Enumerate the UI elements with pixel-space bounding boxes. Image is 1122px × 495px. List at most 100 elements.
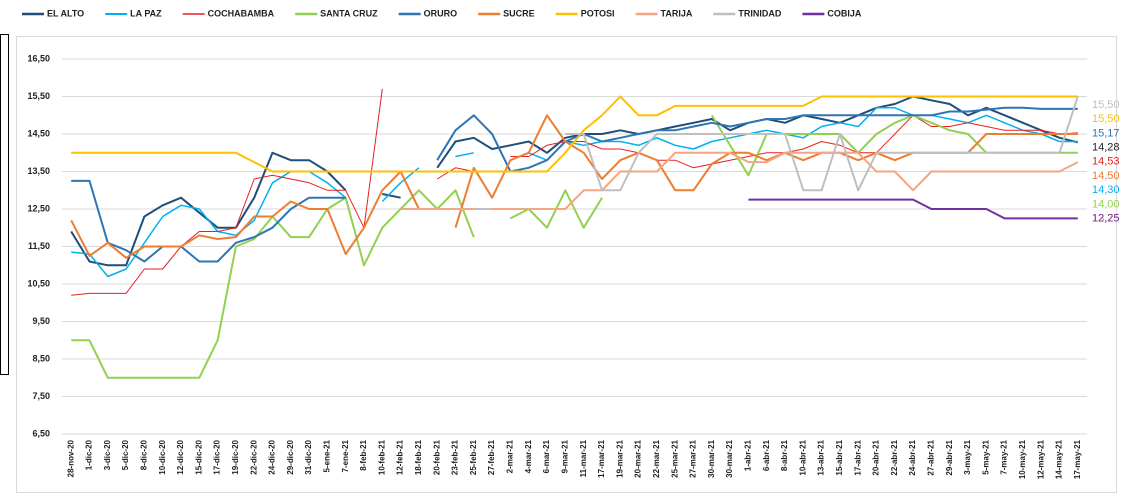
legend-label: COCHABAMBA xyxy=(208,8,275,18)
x-tick-label: 5-dic-20 xyxy=(121,439,130,470)
x-tick-label: 8-feb-21 xyxy=(359,439,368,470)
x-tick-label: 25-mar-21 xyxy=(670,439,679,477)
series-line xyxy=(71,106,1078,263)
y-tick-label: 10,50 xyxy=(27,278,50,288)
frame-edge xyxy=(0,34,9,375)
y-tick-label: 16,50 xyxy=(27,53,50,63)
y-tick-label: 7,50 xyxy=(32,391,50,401)
y-tick-label: 11,50 xyxy=(28,241,50,251)
x-tick-label: 31-dic-20 xyxy=(304,439,313,474)
legend-label: COBIJA xyxy=(827,8,862,18)
x-tick-label: 2-mar-21 xyxy=(506,439,515,473)
x-tick-label: 24-abr-21 xyxy=(908,439,917,475)
x-tick-label: 12-feb-21 xyxy=(396,439,405,475)
end-label: 12,25 xyxy=(1092,212,1120,224)
y-tick-label: 13,50 xyxy=(27,166,50,176)
end-label: 14,30 xyxy=(1092,184,1120,196)
x-tick-label: 4-mar-21 xyxy=(524,439,533,473)
x-tick-label: 5-ene-21 xyxy=(323,439,332,472)
end-label: 14,00 xyxy=(1092,198,1120,210)
x-tick-label: 13-abr-21 xyxy=(817,439,826,475)
series-line xyxy=(473,96,1079,210)
x-tick-label: 12-dic-20 xyxy=(176,439,185,474)
y-tick-label: 9,50 xyxy=(32,316,50,326)
x-tick-label: 23-feb-21 xyxy=(451,439,460,475)
x-tick-label: 12-may-21 xyxy=(1036,439,1045,479)
x-tick-label: 8-dic-20 xyxy=(139,439,148,470)
series-line xyxy=(748,198,1078,220)
labels: 6,50 7,50 8,50 9,50 10,50 11,50 12,50 13,50 14,5… xyxy=(22,8,1120,479)
x-tick-label: 8-abr-21 xyxy=(780,439,789,471)
series-line xyxy=(70,114,1078,259)
x-tick-label: 25-feb-21 xyxy=(469,439,478,475)
legend-label: SANTA CRUZ xyxy=(320,8,378,18)
legend-label: LA PAZ xyxy=(130,8,162,18)
y-tick-label: 14,50 xyxy=(27,128,50,138)
x-tick-label: 17-mar-21 xyxy=(597,439,606,477)
legend-label: SUCRE xyxy=(503,8,535,18)
x-tick-label: 11-mar-21 xyxy=(579,439,588,477)
legend-label: ORURO xyxy=(424,8,458,18)
x-tick-label: 27-feb-21 xyxy=(487,439,496,475)
x-tick-label: 20-mar-21 xyxy=(634,439,643,477)
legend-label: EL ALTO xyxy=(47,8,84,18)
x-tick-label: 10-may-21 xyxy=(1018,439,1027,479)
y-tick-label: 12,50 xyxy=(27,203,50,213)
x-tick-label: 10-feb-21 xyxy=(377,439,386,475)
end-label: 14,50 xyxy=(1092,170,1120,182)
x-tick-label: 1-abr-21 xyxy=(743,439,752,471)
x-tick-label: 29-abr-21 xyxy=(945,439,954,475)
x-tick-label: 9-mar-21 xyxy=(560,439,569,473)
x-tick-label: 17-dic-20 xyxy=(213,439,222,474)
x-tick-label: 17-may-21 xyxy=(1073,439,1082,479)
y-tick-label: 15,50 xyxy=(27,91,50,101)
x-tick-label: 17-abr-21 xyxy=(853,439,862,475)
x-tick-label: 20-feb-21 xyxy=(432,439,441,475)
x-tick-label: 22-mar-21 xyxy=(652,439,661,477)
end-label: 14,53 xyxy=(1092,156,1120,168)
x-tick-label: 30-mar-21 xyxy=(707,439,716,477)
series-line xyxy=(71,88,1078,296)
x-tick-label: 24-dic-20 xyxy=(268,439,277,474)
x-tick-label: 18-feb-21 xyxy=(414,439,423,475)
lines xyxy=(70,88,1079,379)
x-tick-label: 3-may-21 xyxy=(963,439,972,474)
x-tick-label: 3-dic-20 xyxy=(103,439,112,470)
x-tick-label: 7-ene-21 xyxy=(341,439,350,472)
x-tick-label: 15-abr-21 xyxy=(835,439,844,475)
x-tick-label: 19-mar-21 xyxy=(615,439,624,477)
x-tick-label: 22-dic-20 xyxy=(249,439,258,474)
y-tick-label: 6,50 xyxy=(32,428,50,438)
x-tick-label: 7-may-21 xyxy=(1000,439,1009,474)
x-tick-label: 22-abr-21 xyxy=(890,439,899,475)
x-tick-label: 10-abr-21 xyxy=(798,439,807,475)
series-line xyxy=(71,95,1078,173)
x-tick-label: 15-dic-20 xyxy=(194,439,203,474)
legend-label: TARIJA xyxy=(661,8,693,18)
series-line xyxy=(71,107,1078,278)
x-tick-label: 29-dic-20 xyxy=(286,439,295,474)
end-label: 15,50 xyxy=(1092,113,1120,125)
x-tick-label: 14-may-21 xyxy=(1055,439,1064,479)
series-line xyxy=(400,151,1079,210)
x-tick-label: 1-dic-20 xyxy=(85,439,94,470)
x-tick-label: 20-abr-21 xyxy=(872,439,881,475)
x-tick-label: 28-nov-20 xyxy=(66,439,75,477)
plot-frame xyxy=(16,36,1117,493)
x-tick-label: 19-dic-20 xyxy=(231,439,240,474)
x-tick-label: 6-abr-21 xyxy=(762,439,771,471)
end-label: 15,50 xyxy=(1092,99,1120,111)
end-label: 13,75 xyxy=(1092,213,1120,225)
x-tick-label: 6-mar-21 xyxy=(542,439,551,473)
x-tick-label: 27-abr-21 xyxy=(927,439,936,475)
legend-label: TRINIDAD xyxy=(738,8,781,18)
end-label: 14,28 xyxy=(1092,142,1120,154)
x-tick-label: 27-mar-21 xyxy=(689,439,698,477)
end-label: 15,17 xyxy=(1092,127,1120,139)
x-tick-label: 5-may-21 xyxy=(981,439,990,474)
legend-label: POTOSI xyxy=(581,8,615,18)
x-tick-label: 10-dic-20 xyxy=(158,439,167,474)
x-tick-label: 30-mar-21 xyxy=(725,439,734,477)
y-tick-label: 8,50 xyxy=(32,353,50,363)
